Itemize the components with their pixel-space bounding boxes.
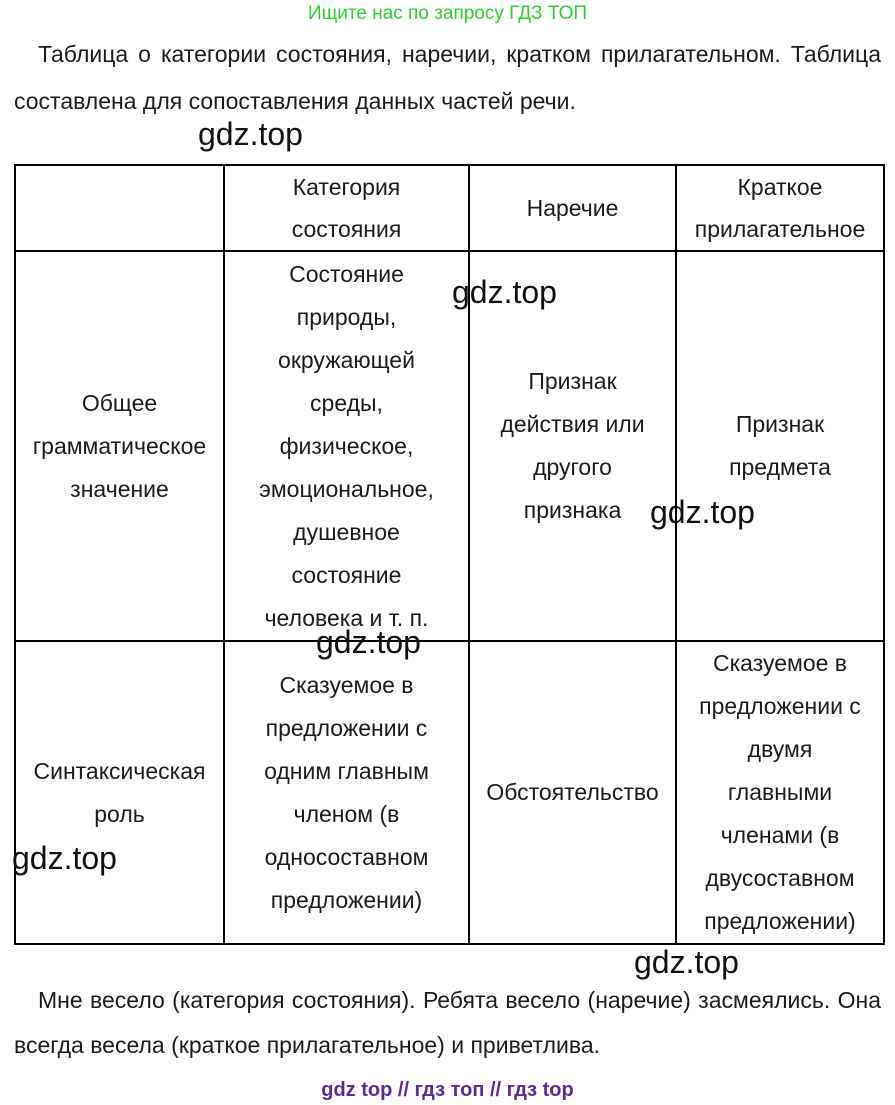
header-empty-cell xyxy=(14,164,225,252)
cell-syntax-short-adjective: Сказуемое в предложении с двумя главными… xyxy=(675,640,885,945)
cell-syntax-adverb: Обстоятельство xyxy=(468,640,677,945)
parts-of-speech-comparison-table: Категория состояния Наречие Краткое прил… xyxy=(14,164,885,945)
example-paragraph: Мне весело (категория состояния). Ребята… xyxy=(14,987,881,1058)
header-category-of-state: Категория состояния xyxy=(223,164,470,252)
watermark-gdz-top: gdz.top xyxy=(634,944,739,980)
intro-paragraph: Таблица о категории состояния, наречии, … xyxy=(14,41,881,114)
header-short-adjective: Краткое прилагательное xyxy=(675,164,885,252)
watermark-gdz-top: gdz.top xyxy=(12,840,117,876)
table-row-syntactic-role: Синтаксическая роль Сказуемое в предложе… xyxy=(14,640,885,945)
watermark-gdz-top: gdz.top xyxy=(452,274,557,310)
table-header-row: Категория состояния Наречие Краткое прил… xyxy=(14,164,885,252)
header-adverb: Наречие xyxy=(468,164,677,252)
cell-meaning-short-adjective: Признак предмета xyxy=(675,250,885,642)
watermark-gdz-top: gdz.top xyxy=(198,116,303,152)
cell-meaning-category-of-state: Состояние природы, окружающей среды, физ… xyxy=(223,250,470,642)
watermark-gdz-top: gdz.top xyxy=(316,624,421,660)
promo-banner: Ищите нас по запросу ГДЗ ТОП xyxy=(307,3,588,24)
table-row-grammatical-meaning: Общее грамматическое значение Состояние … xyxy=(14,250,885,642)
row-label-syntactic-role: Синтаксическая роль xyxy=(14,640,225,945)
footer-links: gdz top // гдз топ // гдз top xyxy=(321,1079,574,1101)
row-label-grammatical-meaning: Общее грамматическое значение xyxy=(14,250,225,642)
watermark-gdz-top: gdz.top xyxy=(650,494,755,530)
cell-syntax-category-of-state: Сказуемое в предложении с одним главным … xyxy=(223,640,470,945)
cell-meaning-adverb: Признак действия или другого признака xyxy=(468,250,677,642)
